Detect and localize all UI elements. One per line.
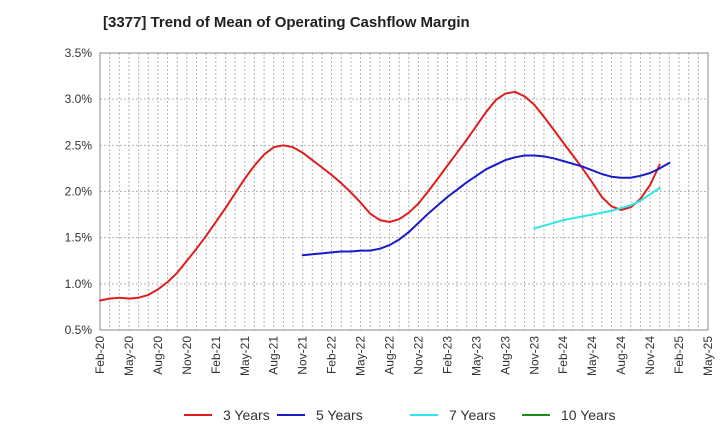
legend-label: 3 Years: [223, 407, 270, 423]
x-tick-label: Feb-23: [440, 336, 454, 374]
x-tick-label: May-24: [585, 336, 599, 376]
legend: 3 Years 5 Years 7 Years 10 Years: [184, 407, 616, 423]
x-tick-label: Nov-22: [411, 336, 425, 375]
x-tick-label: Feb-22: [325, 336, 339, 374]
plot-frame: [99, 52, 709, 331]
y-tick-label: 2.0%: [65, 185, 93, 199]
y-tick-label: 1.5%: [65, 231, 93, 245]
chart-title: [3377] Trend of Mean of Operating Cashfl…: [103, 14, 470, 31]
legend-label: 5 Years: [316, 407, 363, 423]
legend-label: 10 Years: [561, 407, 616, 423]
x-tick-label: Nov-20: [180, 336, 194, 375]
y-tick-label: 3.5%: [65, 46, 93, 60]
y-axis-ticks: 0.5% 1.0% 1.5% 2.0% 2.5% 3.0% 3.5%: [65, 46, 93, 337]
grid: [100, 52, 708, 331]
series-line-5-years: [301, 154, 671, 257]
x-tick-label: May-25: [701, 336, 715, 376]
series-line-7-years: [533, 186, 661, 230]
x-tick-label: Aug-22: [383, 336, 397, 375]
x-tick-label: May-22: [354, 336, 368, 376]
x-tick-label: Nov-24: [643, 336, 657, 375]
series-layer: [99, 90, 671, 302]
x-tick-label: May-20: [122, 336, 136, 376]
x-tick-label: May-21: [238, 336, 252, 376]
series-line-3-years: [99, 90, 661, 302]
legend-label: 7 Years: [449, 407, 496, 423]
x-axis-ticks: Feb-20 May-20 Aug-20 Nov-20 Feb-21 May-21 Aug-…: [93, 336, 715, 376]
x-tick-label: Aug-24: [614, 336, 628, 375]
y-tick-label: 0.5%: [65, 323, 93, 337]
x-tick-label: Feb-24: [556, 336, 570, 374]
x-tick-label: Nov-23: [527, 336, 541, 375]
y-tick-label: 2.5%: [65, 138, 93, 152]
y-tick-label: 3.0%: [65, 92, 93, 106]
x-tick-label: Aug-21: [267, 336, 281, 375]
x-tick-label: Aug-23: [498, 336, 512, 375]
x-tick-label: Feb-21: [209, 336, 223, 374]
x-tick-label: May-23: [469, 336, 483, 376]
x-tick-label: Nov-21: [296, 336, 310, 375]
x-tick-label: Feb-25: [672, 336, 686, 374]
y-tick-label: 1.0%: [65, 277, 93, 291]
x-tick-label: Feb-20: [93, 336, 107, 374]
x-tick-label: Aug-20: [151, 336, 165, 375]
